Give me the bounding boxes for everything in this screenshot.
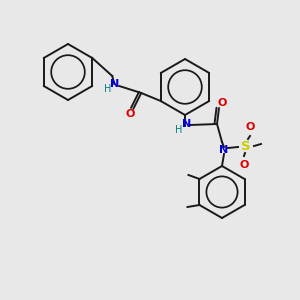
Text: N: N: [182, 119, 192, 129]
FancyBboxPatch shape: [237, 137, 255, 155]
Text: N: N: [110, 79, 119, 89]
Text: H: H: [103, 84, 111, 94]
Text: S: S: [241, 140, 251, 152]
Text: O: O: [126, 109, 135, 119]
Text: N: N: [219, 145, 229, 155]
Text: O: O: [217, 98, 227, 108]
Text: O: O: [239, 160, 249, 170]
Text: O: O: [245, 122, 255, 132]
Text: H: H: [175, 125, 183, 135]
